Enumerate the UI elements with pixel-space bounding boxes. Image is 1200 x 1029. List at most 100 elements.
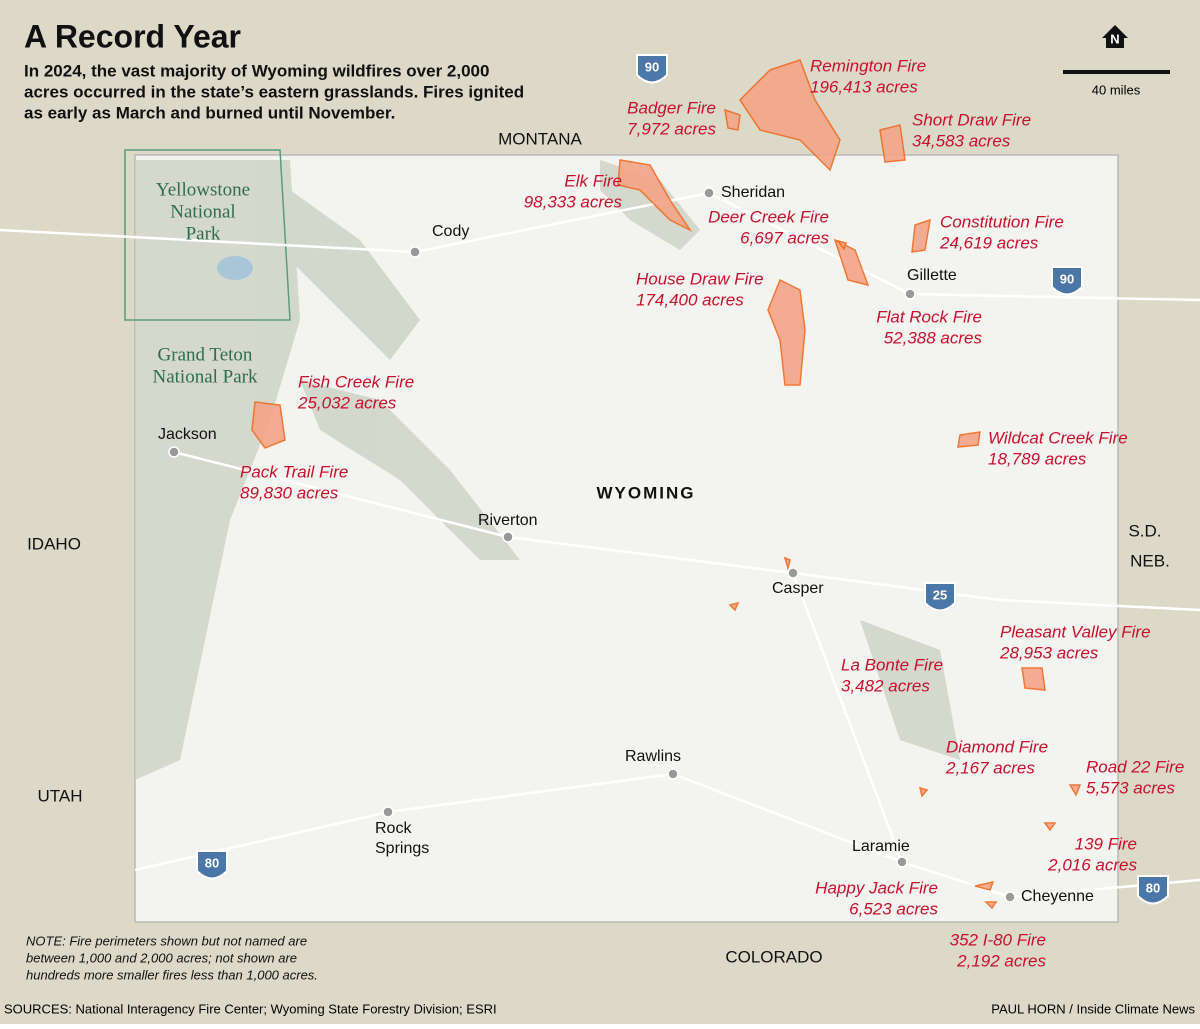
state-label: NEB. xyxy=(1130,551,1170,570)
city-dot xyxy=(896,856,908,868)
fire-name: Wildcat Creek Fire xyxy=(988,428,1128,447)
highway-shield xyxy=(924,582,956,612)
scale-label: 40 miles xyxy=(1092,82,1141,97)
fire-name: Road 22 Fire xyxy=(1086,757,1184,776)
fire-acres: 3,482 acres xyxy=(841,676,930,695)
fire-name: 352 I-80 Fire xyxy=(950,930,1046,949)
fire-acres: 6,523 acres xyxy=(849,899,938,918)
city-dot xyxy=(667,768,679,780)
fire-name: Remington Fire xyxy=(810,56,926,75)
fire-acres: 89,830 acres xyxy=(240,483,339,502)
note: NOTE: Fire perimeters shown but not name… xyxy=(26,933,307,948)
city-label: Jackson xyxy=(158,426,217,443)
highway-label: 90 xyxy=(1060,271,1074,286)
state-label: MONTANA xyxy=(498,129,582,148)
fire-perimeter xyxy=(836,239,847,251)
fire-perimeter xyxy=(783,556,791,571)
fire-acres: 34,583 acres xyxy=(912,131,1011,150)
fire-name: Constitution Fire xyxy=(940,212,1064,231)
fire-perimeter xyxy=(974,880,995,891)
state-label: S.D. xyxy=(1128,521,1161,540)
fire-name: Pack Trail Fire xyxy=(240,462,348,481)
city-dot xyxy=(168,446,180,458)
city-label: Cody xyxy=(432,223,469,240)
park-label: National xyxy=(170,201,235,222)
city-label: Casper xyxy=(772,580,824,597)
highway-label: 90 xyxy=(645,59,659,74)
fire-perimeter xyxy=(1021,667,1046,691)
subtitle: In 2024, the vast majority of Wyoming wi… xyxy=(24,61,489,80)
fire-name: Happy Jack Fire xyxy=(815,878,938,897)
fire-acres: 98,333 acres xyxy=(524,192,623,211)
city-label: Rock xyxy=(375,820,412,837)
fire-perimeter xyxy=(739,59,841,172)
fire-perimeter xyxy=(879,124,906,163)
wyoming-outline xyxy=(134,154,1119,923)
city-label: Springs xyxy=(375,840,429,857)
lake xyxy=(217,256,253,280)
fire-perimeter xyxy=(957,431,981,448)
highway-shield xyxy=(636,54,668,84)
fire-acres: 2,192 acres xyxy=(956,951,1046,970)
fire-perimeter xyxy=(251,401,286,449)
state-label: WYOMING xyxy=(597,483,696,502)
fire-acres: 6,697 acres xyxy=(740,228,829,247)
fire-name: La Bonte Fire xyxy=(841,655,943,674)
highway-label: 80 xyxy=(1146,880,1160,895)
title: A Record Year xyxy=(24,18,241,54)
fire-perimeter xyxy=(617,159,693,232)
park-label: Yellowstone xyxy=(156,179,250,200)
fire-perimeter xyxy=(1068,784,1082,797)
city-dot xyxy=(502,531,514,543)
north-arrow xyxy=(1102,25,1128,48)
fire-acres: 52,388 acres xyxy=(884,328,983,347)
fire-name: Diamond Fire xyxy=(946,737,1048,756)
fire-perimeter xyxy=(918,786,929,798)
fire-perimeter xyxy=(833,238,870,287)
subtitle: acres occurred in the state’s eastern gr… xyxy=(24,82,524,101)
fire-acres: 5,573 acres xyxy=(1086,778,1175,797)
fire-acres: 24,619 acres xyxy=(939,233,1039,252)
fire-perimeter xyxy=(728,601,740,612)
fire-name: Badger Fire xyxy=(627,98,716,117)
fire-perimeter xyxy=(724,108,741,131)
credit: PAUL HORN / Inside Climate News xyxy=(991,1001,1195,1016)
park-boundary xyxy=(124,149,291,321)
fire-perimeter xyxy=(767,278,806,386)
state-label: UTAH xyxy=(37,786,82,805)
city-label: Gillette xyxy=(907,267,957,284)
city-label: Riverton xyxy=(478,512,538,529)
fire-perimeter xyxy=(1043,822,1057,832)
north-label: N xyxy=(1110,31,1119,46)
highway-label: 25 xyxy=(933,587,947,602)
city-dot xyxy=(409,246,421,258)
fire-perimeter xyxy=(911,218,931,253)
highway-shield xyxy=(1051,266,1083,296)
city-label: Rawlins xyxy=(625,748,681,765)
fire-acres: 25,032 acres xyxy=(297,393,397,412)
fire-acres: 196,413 acres xyxy=(810,77,918,96)
city-label: Laramie xyxy=(852,838,910,855)
fire-name: Short Draw Fire xyxy=(912,110,1031,129)
city-dot xyxy=(1004,891,1016,903)
park-label: Grand Teton xyxy=(158,344,253,365)
fire-name: Pleasant Valley Fire xyxy=(1000,622,1151,641)
sources: SOURCES: National Interagency Fire Cente… xyxy=(4,1001,497,1016)
park-label: National Park xyxy=(152,366,258,387)
fire-name: House Draw Fire xyxy=(636,269,764,288)
fire-acres: 28,953 acres xyxy=(999,643,1099,662)
fire-name: Flat Rock Fire xyxy=(876,307,982,326)
city-dot xyxy=(703,187,715,199)
note: between 1,000 and 2,000 acres; not shown… xyxy=(26,950,297,965)
city-dot xyxy=(904,288,916,300)
subtitle: as early as March and burned until Novem… xyxy=(24,103,395,122)
fire-acres: 7,972 acres xyxy=(627,119,716,138)
fire-acres: 174,400 acres xyxy=(636,290,744,309)
highway-shield xyxy=(1137,875,1169,905)
city-dot xyxy=(382,806,394,818)
city-label: Cheyenne xyxy=(1021,888,1094,905)
city-label: Sheridan xyxy=(721,184,785,201)
fire-perimeter xyxy=(984,901,998,910)
highway-shield xyxy=(196,850,228,880)
